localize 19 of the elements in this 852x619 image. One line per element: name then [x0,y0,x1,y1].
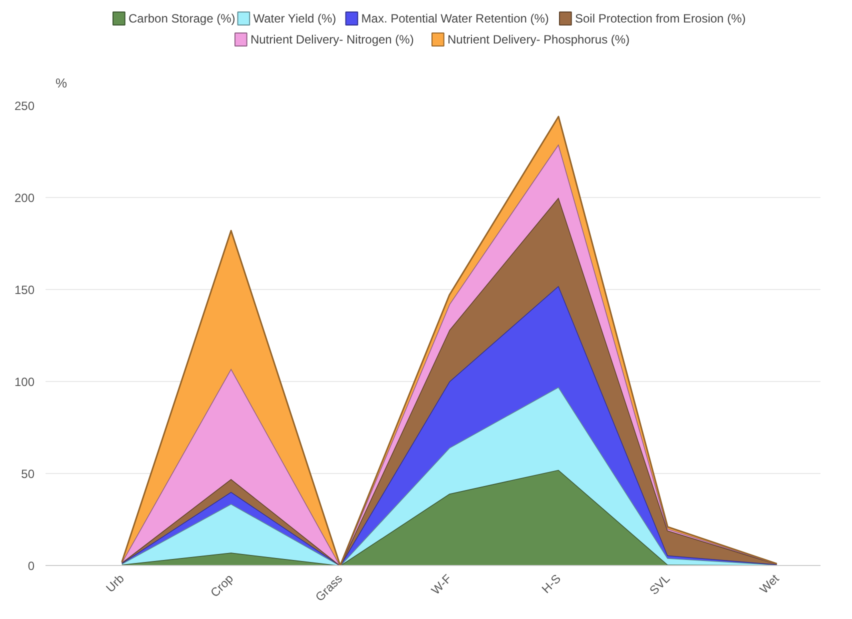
y-tick-label: 50 [21,467,35,481]
y-tick-label: 250 [14,99,35,113]
y-tick-label: 0 [28,559,35,573]
x-tick-label: Crop [208,571,236,600]
y-axis-title: % [56,76,68,90]
legend-label: Nutrient Delivery- Phosphorus (%) [447,32,630,46]
x-tick-label: H-S [538,572,564,596]
x-tick-label: Urb [103,571,128,596]
legend-label: Water Yield (%) [253,12,336,26]
y-tick-label: 100 [14,375,35,389]
legend-label: Soil Protection from Erosion (%) [575,12,746,26]
y-tick-label: 200 [14,191,35,205]
legend-label: Nutrient Delivery- Nitrogen (%) [250,32,414,46]
legend-label: Max. Potential Water Retention (%) [361,12,549,26]
x-tick-label: Wet [756,571,782,596]
y-tick-label: 150 [14,283,35,297]
x-tick-label: W-F [428,572,454,598]
legend-label: Carbon Storage (%) [128,12,236,26]
x-tick-label: SVL [646,571,673,598]
